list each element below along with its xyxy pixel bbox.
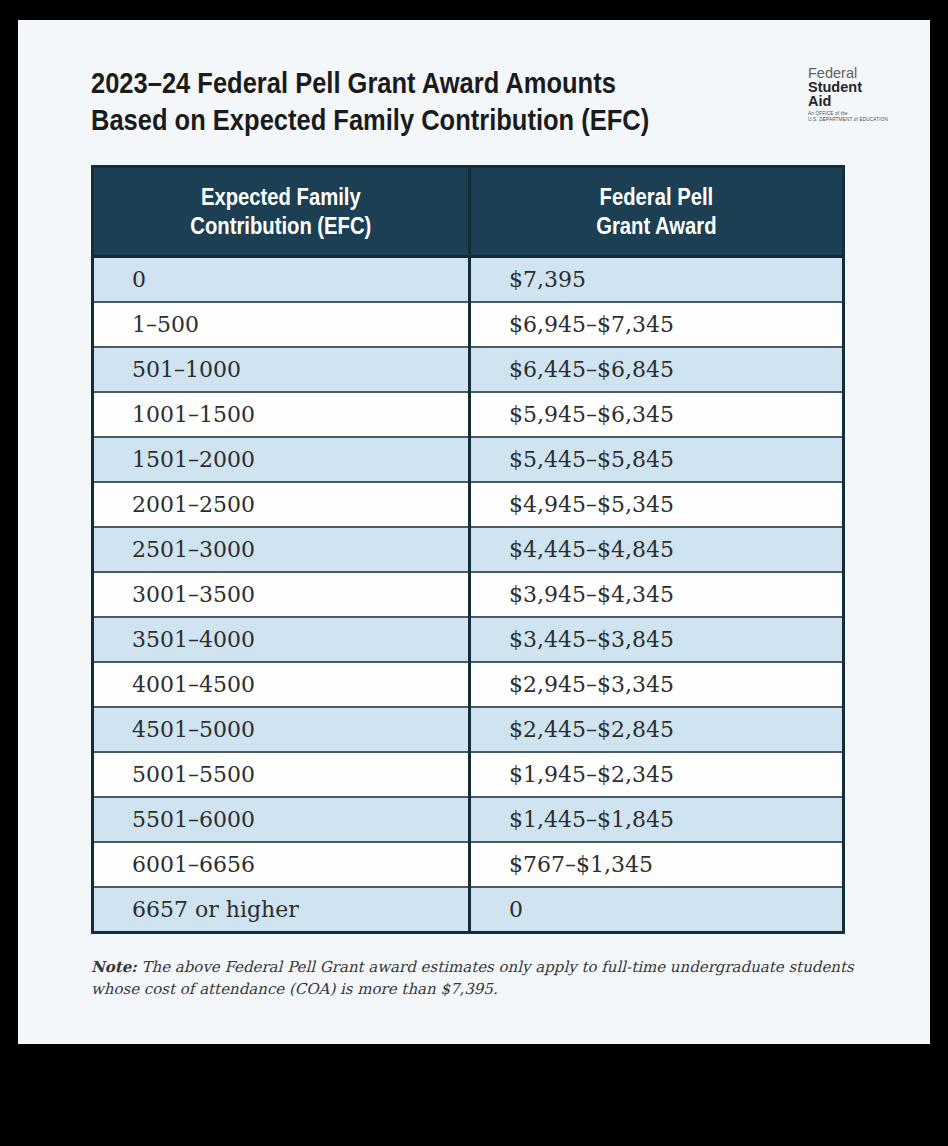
award-cell: $4,445–$4,845 [470, 527, 844, 572]
award-cell: $3,945–$4,345 [470, 572, 844, 617]
efc-cell: 2001–2500 [93, 482, 470, 527]
logo-word-student: Student [808, 80, 900, 94]
award-cell: $6,445–$6,845 [470, 347, 844, 392]
award-cell: $5,445–$5,845 [470, 437, 844, 482]
award-cell: $4,945–$5,345 [470, 482, 844, 527]
award-cell: $2,945–$3,345 [470, 662, 844, 707]
table-row: 6001–6656$767–$1,345 [93, 842, 844, 887]
logo-word-federal: Federal [808, 66, 900, 80]
efc-cell: 501–1000 [93, 347, 470, 392]
table-row: 4501–5000$2,445–$2,845 [93, 707, 844, 752]
table-row: 5501–6000$1,445–$1,845 [93, 797, 844, 842]
table-row: 1501–2000$5,445–$5,845 [93, 437, 844, 482]
award-cell: $1,445–$1,845 [470, 797, 844, 842]
efc-cell: 6001–6656 [93, 842, 470, 887]
efc-cell: 3001–3500 [93, 572, 470, 617]
award-cell: $6,945–$7,345 [470, 302, 844, 347]
column-header-award: Federal PellGrant Award [470, 167, 844, 257]
logo-subtext: An OFFICE of the U.S. DEPARTMENT of EDUC… [808, 111, 900, 122]
efc-cell: 4001–4500 [93, 662, 470, 707]
flyer-canvas: { "page": { "title_line1": "2023–24 Fede… [0, 0, 948, 1146]
table-row: 2001–2500$4,945–$5,345 [93, 482, 844, 527]
flyer-page: 2023–24 Federal Pell Grant Award Amounts… [18, 20, 930, 1044]
award-cell: $1,945–$2,345 [470, 752, 844, 797]
pell-grant-table: Expected FamilyContribution (EFC) Federa… [91, 165, 845, 934]
efc-cell: 1501–2000 [93, 437, 470, 482]
footnote: Note: The above Federal Pell Grant award… [91, 956, 881, 1000]
efc-cell: 2501–3000 [93, 527, 470, 572]
award-cell: $7,395 [470, 257, 844, 303]
efc-cell: 6657 or higher [93, 887, 470, 933]
efc-cell: 1–500 [93, 302, 470, 347]
award-cell: $767–$1,345 [470, 842, 844, 887]
table-row: 5001–5500$1,945–$2,345 [93, 752, 844, 797]
table-row: 6657 or higher0 [93, 887, 844, 933]
efc-cell: 4501–5000 [93, 707, 470, 752]
page-title-line1: 2023–24 Federal Pell Grant Award Amounts [91, 64, 616, 101]
table-row: 0$7,395 [93, 257, 844, 303]
page-title: 2023–24 Federal Pell Grant Award Amounts… [91, 64, 808, 138]
table-row: 1–500$6,945–$7,345 [93, 302, 844, 347]
table-row: 1001–1500$5,945–$6,345 [93, 392, 844, 437]
footnote-label: Note: [91, 958, 137, 976]
award-cell: $5,945–$6,345 [470, 392, 844, 437]
efc-cell: 5001–5500 [93, 752, 470, 797]
table-row: 4001–4500$2,945–$3,345 [93, 662, 844, 707]
logo-word-aid: Aid [808, 94, 900, 108]
federal-student-aid-logo: Federal Student Aid An OFFICE of the U.S… [808, 66, 900, 122]
award-cell: $3,445–$3,845 [470, 617, 844, 662]
efc-cell: 3501–4000 [93, 617, 470, 662]
table-row: 3501–4000$3,445–$3,845 [93, 617, 844, 662]
page-title-line2: Based on Expected Family Contribution (E… [91, 101, 649, 138]
award-cell: 0 [470, 887, 844, 933]
table-row: 3001–3500$3,945–$4,345 [93, 572, 844, 617]
efc-cell: 1001–1500 [93, 392, 470, 437]
efc-cell: 5501–6000 [93, 797, 470, 842]
table-row: 2501–3000$4,445–$4,845 [93, 527, 844, 572]
document-header: 2023–24 Federal Pell Grant Award Amounts… [18, 20, 930, 138]
award-cell: $2,445–$2,845 [470, 707, 844, 752]
logo-subtext-line2: U.S. DEPARTMENT of EDUCATION [808, 117, 900, 123]
table-header-row: Expected FamilyContribution (EFC) Federa… [93, 167, 844, 257]
table-row: 501–1000$6,445–$6,845 [93, 347, 844, 392]
column-header-efc: Expected FamilyContribution (EFC) [93, 167, 470, 257]
efc-cell: 0 [93, 257, 470, 303]
footnote-text: The above Federal Pell Grant award estim… [91, 958, 854, 998]
